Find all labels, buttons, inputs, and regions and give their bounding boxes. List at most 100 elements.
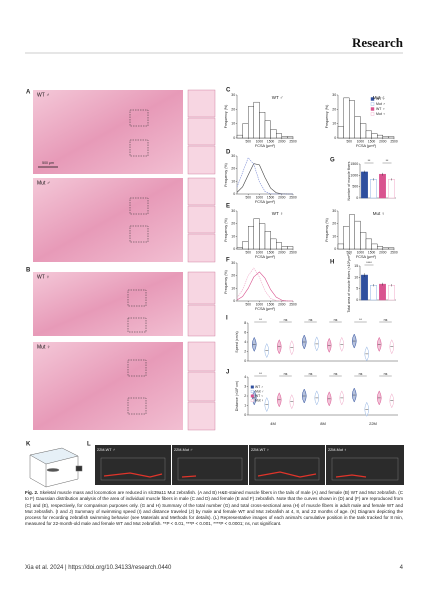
histogram-bar — [360, 232, 367, 250]
caption-label: Fig. 2. — [25, 490, 39, 495]
histogram-bar — [287, 136, 294, 139]
y-tick-label: 30 — [231, 209, 235, 213]
x-tick-label: 1500 — [267, 195, 275, 199]
legend-swatch — [250, 394, 254, 398]
histogram-bar — [365, 130, 372, 139]
y-tick-label: 0 — [334, 136, 336, 140]
y-tick-label: 30 — [231, 93, 235, 97]
x-tick-label: 1500 — [368, 250, 376, 254]
legend-label: Mut ♂ — [255, 389, 264, 393]
legend-swatch — [370, 107, 375, 111]
fit-curve — [236, 271, 294, 302]
x-tick-label: 500 — [245, 195, 251, 199]
x-axis-label: FCSA (μm²) — [356, 255, 377, 259]
histogram-bar — [270, 238, 277, 250]
bar — [388, 285, 395, 301]
y-tick-label: 20 — [332, 222, 336, 226]
histogram-bar — [276, 242, 283, 250]
x-axis-label: FCSA (μm²) — [255, 144, 276, 148]
y-axis-label: Speed (cm/s) — [235, 331, 239, 352]
figure-caption: Fig. 2. Skeletal muscle mass and locomot… — [25, 490, 403, 528]
age-label: 4M — [270, 421, 276, 426]
fit-curve — [236, 267, 293, 302]
y-tick-label: 10 — [231, 122, 235, 126]
legend-label: WT ♀ — [255, 394, 263, 398]
x-tick-label: 500 — [245, 302, 251, 306]
panel-letter: A — [26, 90, 31, 96]
y-tick-label: 3 — [244, 384, 246, 388]
y-tick-label: 0 — [244, 413, 246, 417]
bar — [361, 171, 368, 199]
y-tick-label: 0 — [233, 192, 235, 196]
y-tick-label: 0 — [356, 196, 358, 200]
bar — [388, 179, 395, 199]
histogram-bar — [371, 133, 378, 139]
x-axis-label: FCSA (μm²) — [356, 144, 377, 148]
y-tick-label: 4 — [244, 375, 246, 379]
legend-label: Mut ♂ — [376, 102, 386, 106]
chart-label: WT ♀ — [272, 211, 284, 216]
bar — [370, 179, 377, 199]
histogram-bar — [287, 246, 294, 250]
y-tick-label: 30 — [231, 261, 235, 265]
x-tick-label: 2500 — [289, 302, 297, 306]
legend-swatch — [370, 102, 375, 106]
y-axis-label: Frequency (%) — [325, 105, 329, 129]
histogram-bar — [343, 225, 350, 250]
citation: Xia et al. 2024 | https://doi.org/10.341… — [25, 565, 172, 571]
x-tick-label: 2000 — [278, 139, 286, 143]
x-tick-label: 2500 — [289, 195, 297, 199]
tracking-images — [95, 445, 404, 485]
y-tick-label: 0 — [233, 299, 235, 303]
x-tick-label: 1500 — [267, 302, 275, 306]
histogram-bar — [281, 136, 288, 139]
y-axis-label: Frequency (%) — [224, 163, 228, 187]
tracking-label: 22M-Mut ♀ — [328, 448, 347, 452]
histogram-bar — [360, 123, 367, 139]
y-tick-label: 0 — [233, 136, 235, 140]
histogram-bar — [388, 247, 395, 250]
y-tick-label: 20 — [231, 167, 235, 171]
x-tick-label: 1000 — [357, 139, 365, 143]
chart-label: WT ♂ — [272, 95, 284, 100]
significance-label: ns — [309, 372, 313, 376]
histogram-bar — [242, 123, 249, 139]
bar — [361, 274, 368, 301]
histogram-bar — [377, 134, 384, 139]
histogram-bar — [264, 120, 271, 139]
y-tick-label: 1500 — [350, 162, 358, 166]
x-tick-label: 2000 — [379, 139, 387, 143]
legend-label: WT ♂ — [376, 97, 385, 101]
y-tick-label: 30 — [231, 154, 235, 158]
y-tick-label: 2 — [244, 394, 246, 398]
legend-swatch — [250, 385, 254, 389]
histology-images — [33, 89, 216, 431]
y-tick-label: 4 — [244, 340, 246, 344]
histogram-bar — [236, 247, 243, 250]
histogram-bar — [343, 97, 350, 139]
x-tick-label: 1500 — [267, 250, 275, 254]
recording-diagram — [29, 447, 83, 488]
x-tick-label: 1500 — [267, 139, 275, 143]
significance-label: ns — [334, 318, 338, 322]
x-tick-label: 1500 — [368, 139, 376, 143]
chart-label: Mut ♂ — [373, 95, 385, 100]
y-tick-label: 5 — [356, 287, 358, 291]
y-tick-label: 20 — [231, 274, 235, 278]
y-tick-label: 0 — [356, 298, 358, 302]
significance-label: ns — [384, 372, 388, 376]
legend-label: Mut ♀ — [376, 112, 385, 116]
histogram-bar — [253, 101, 260, 139]
histology-label: Mut ♀ — [37, 344, 50, 350]
panel-letter: H — [330, 260, 334, 266]
x-tick-label: 500 — [245, 139, 251, 143]
significance-label: ** — [359, 318, 362, 322]
significance-label: ns — [284, 318, 288, 322]
panel-letter: K — [26, 442, 31, 448]
y-tick-label: 30 — [332, 209, 336, 213]
histogram-bar — [247, 106, 254, 139]
x-tick-label: 2000 — [379, 250, 387, 254]
y-tick-label: 10 — [332, 234, 336, 238]
x-axis-label: FCSA (μm²) — [255, 200, 276, 204]
histology-label: Mut ♂ — [37, 180, 50, 186]
